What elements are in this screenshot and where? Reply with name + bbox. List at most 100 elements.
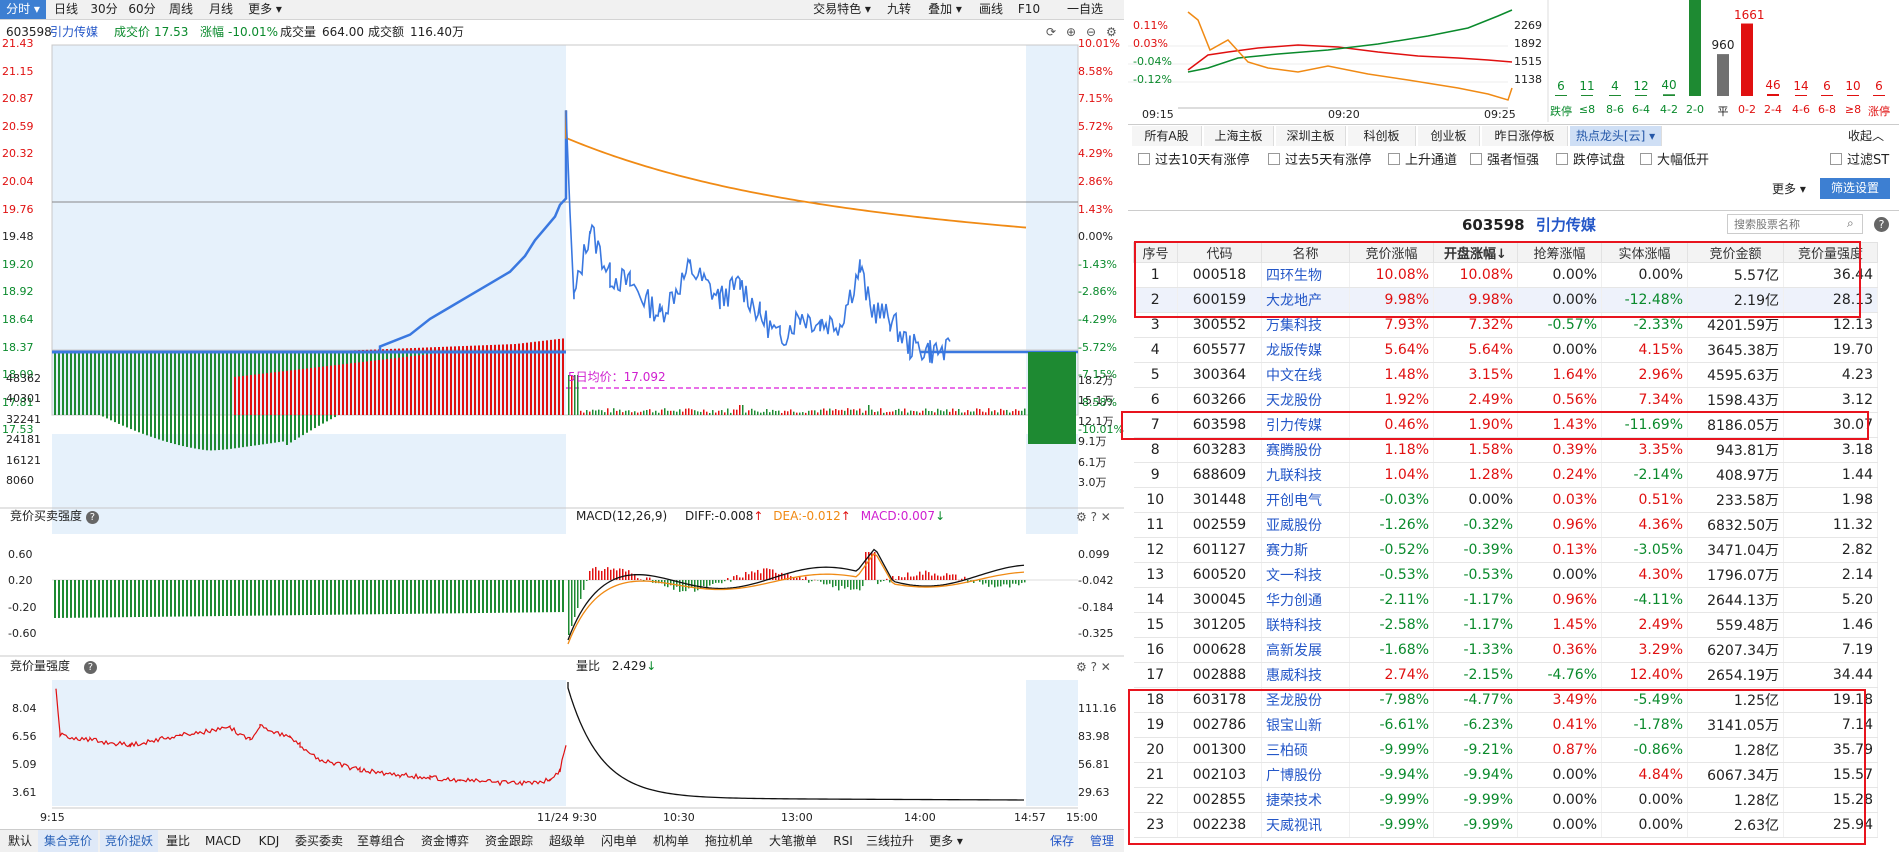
indicator-tab[interactable]: 委买委卖 <box>294 834 343 848</box>
refresh-icon[interactable]: ⟳ <box>1046 25 1057 39</box>
table-row[interactable]: 14 300045 华力创通 -2.11% -1.17% 0.96% -4.11% 2644.… <box>1133 587 1878 613</box>
manage-button[interactable]: 管理 <box>1089 834 1114 848</box>
tab-weekly[interactable]: 周线 <box>168 2 193 16</box>
help-icon[interactable]: ? <box>1874 217 1889 232</box>
tab-more[interactable]: 更多 ▾ <box>248 2 282 16</box>
indicator-tab[interactable]: KDJ <box>258 834 280 848</box>
indicator-tab[interactable]: 机构单 <box>652 834 689 848</box>
trade-feature-menu[interactable]: 交易特色 ▾ <box>813 2 871 16</box>
column-header[interactable]: 名称 <box>1261 242 1350 263</box>
save-button[interactable]: 保存 <box>1049 834 1074 848</box>
market-tab[interactable]: 深圳主板 <box>1276 126 1346 146</box>
market-tab[interactable]: 所有A股 <box>1132 126 1202 146</box>
filter-checkbox[interactable]: 强者恒强 <box>1470 152 1539 170</box>
volume-bar <box>973 580 975 583</box>
table-row[interactable]: 19 002786 银宝山新 -6.61% -6.23% 0.41% -1.78% 3141.… <box>1133 712 1878 738</box>
table-row[interactable]: 18 603178 圣龙股份 -7.98% -4.77% 3.49% -5.49% 1.25亿… <box>1133 687 1878 713</box>
table-row[interactable]: 8 603283 赛腾股份 1.18% 1.58% 0.39% 3.35% 943.81万 3.… <box>1133 437 1878 463</box>
gear-icon[interactable]: ⚙ <box>1076 660 1087 674</box>
tab-intraday[interactable]: 分时 ▾ <box>0 0 46 19</box>
indicator-tab[interactable]: MACD <box>205 834 241 848</box>
indicator-tab[interactable]: 大笔撤单 <box>768 834 817 848</box>
add-favorite-button[interactable]: 一自选 <box>1066 2 1103 16</box>
table-row[interactable]: 4 605577 龙版传媒 5.64% 5.64% 0.00% 4.15% 3645.38万 1… <box>1133 337 1878 363</box>
tab-daily[interactable]: 日线 <box>53 2 78 16</box>
table-row[interactable]: 20 001300 三柏硕 -9.99% -9.21% 0.87% -0.86% 1.28亿 3… <box>1133 737 1878 763</box>
column-header[interactable]: 实体涨幅 <box>1601 242 1688 263</box>
table-row[interactable]: 22 002855 捷荣技术 -9.99% -9.99% 0.00% 0.00% 1.28亿 1… <box>1133 787 1878 813</box>
market-tab[interactable]: 创业板 <box>1418 126 1480 146</box>
indicator-tab[interactable]: 竞价捉妖 <box>100 830 158 852</box>
help-icon[interactable]: ? <box>85 511 99 524</box>
table-row[interactable]: 12 601127 赛力斯 -0.52% -0.39% 0.13% -3.05% 3471.0… <box>1133 537 1878 563</box>
market-tab[interactable]: 昨日涨停板 <box>1482 126 1568 146</box>
nine-turn-button[interactable]: 九转 <box>886 2 911 16</box>
column-header[interactable]: 抢筹涨幅 <box>1517 242 1602 263</box>
indicator-tab[interactable]: 默认 <box>7 834 32 848</box>
column-header[interactable]: 竞价涨幅 <box>1349 242 1434 263</box>
f10-button[interactable]: F10 <box>1017 2 1041 16</box>
gear-icon[interactable]: ⚙ <box>1076 510 1087 524</box>
help-icon[interactable]: ? <box>1090 510 1097 524</box>
settings-gear-icon[interactable]: ⚙ <box>1106 25 1117 39</box>
table-row[interactable]: 15 301205 联特科技 -2.58% -1.17% 1.45% 2.49% 559.48… <box>1133 612 1878 638</box>
table-row[interactable]: 21 002103 广博股份 -9.94% -9.94% 0.00% 4.84% 6067.3… <box>1133 762 1878 788</box>
tab-monthly[interactable]: 月线 <box>208 2 233 16</box>
market-tab[interactable]: 热点龙头[云] ▾ <box>1570 126 1662 146</box>
table-row[interactable]: 5 300364 中文在线 1.48% 3.15% 1.64% 2.96% 4595.63万 4… <box>1133 362 1878 388</box>
market-tab[interactable]: 上海主板 <box>1204 126 1274 146</box>
table-row[interactable]: 11 002559 亚威股份 -1.26% -0.32% 0.96% 4.36% 6832.5… <box>1133 512 1878 538</box>
tab-30min[interactable]: 30分 <box>90 2 118 16</box>
table-row[interactable]: 7 603598 引力传媒 0.46% 1.90% 1.43% -11.69% 8186.05… <box>1133 412 1878 438</box>
indicator-tab[interactable]: 三线拉升 <box>865 834 914 848</box>
filter-checkbox[interactable]: 过去10天有涨停 <box>1138 152 1250 170</box>
table-row[interactable]: 17 002888 惠威科技 2.74% -2.15% -4.76% 12.40% 2654.… <box>1133 662 1878 688</box>
volume-bar <box>254 374 256 415</box>
zoom-out-icon[interactable]: ⊖ <box>1086 25 1097 39</box>
filter-st-checkbox[interactable]: 过滤ST <box>1830 152 1889 170</box>
search-icon[interactable]: ⌕ <box>1847 216 1854 230</box>
screen-settings-button[interactable]: 筛选设置 <box>1820 178 1890 199</box>
collapse-button[interactable]: 收起︿ <box>1848 129 1885 143</box>
table-row[interactable]: 9 688609 九联科技 1.04% 1.28% 0.24% -2.14% 408.97万 1… <box>1133 462 1878 488</box>
indicator-tab[interactable]: 拖拉机单 <box>704 834 753 848</box>
indicator-tab[interactable]: 至尊组合 <box>356 834 405 848</box>
table-row[interactable]: 3 300552 万集科技 7.93% 7.32% -0.57% -2.33% 4201.59… <box>1133 312 1878 338</box>
overlay-menu[interactable]: 叠加 ▾ <box>928 2 962 16</box>
table-row[interactable]: 13 600520 文一科技 -0.53% -0.53% 0.00% 4.30% 1796.0… <box>1133 562 1878 588</box>
indicator-tab[interactable]: 超级单 <box>548 834 585 848</box>
table-row[interactable]: 10 301448 开创电气 -0.03% 0.00% 0.03% 0.51% 233.58万… <box>1133 487 1878 513</box>
filter-checkbox[interactable]: 大幅低开 <box>1640 152 1709 170</box>
column-header[interactable]: 序号 <box>1133 242 1178 263</box>
tab-60min[interactable]: 60分 <box>128 2 156 16</box>
indicator-tab[interactable]: 更多 ▾ <box>929 834 963 848</box>
close-icon[interactable]: ✕ <box>1100 510 1111 524</box>
stock-search-input[interactable] <box>1727 214 1863 234</box>
more-dropdown[interactable]: 更多 ▾ <box>1772 182 1806 196</box>
column-header[interactable]: 竞价金额 <box>1687 242 1784 263</box>
indicator-tab[interactable]: 集合竞价 <box>38 830 98 852</box>
filter-checkbox[interactable]: 上升通道 <box>1388 152 1457 170</box>
column-header[interactable]: 代码 <box>1177 242 1262 263</box>
table-row[interactable]: 2 600159 大龙地产 9.98% 9.98% 0.00% -12.48% 2.19亿 28… <box>1133 287 1878 313</box>
column-header[interactable]: 竞价量强度 <box>1783 242 1878 263</box>
help-icon[interactable]: ? <box>1090 660 1097 674</box>
intraday-chart[interactable] <box>0 42 1124 829</box>
indicator-tab[interactable]: 量比 <box>165 834 190 848</box>
column-header[interactable]: 开盘涨幅↓ <box>1433 242 1518 263</box>
indicator-tab[interactable]: 资金博弈 <box>420 834 469 848</box>
market-tab[interactable]: 科创板 <box>1348 126 1416 146</box>
close-icon[interactable]: ✕ <box>1100 660 1111 674</box>
indicator-tab[interactable]: 闪电单 <box>600 834 637 848</box>
zoom-in-icon[interactable]: ⊕ <box>1066 25 1077 39</box>
draw-line-button[interactable]: 画线 <box>978 2 1003 16</box>
table-row[interactable]: 1 000518 四环生物 10.08% 10.08% 0.00% 0.00% 5.57亿 36… <box>1133 262 1878 288</box>
table-row[interactable]: 16 000628 高新发展 -1.68% -1.33% 0.36% 3.29% 6207.3… <box>1133 637 1878 663</box>
table-row[interactable]: 23 002238 天威视讯 -9.99% -9.99% 0.00% 0.00% 2.63亿 2… <box>1133 812 1878 838</box>
help-icon[interactable]: ? <box>83 661 97 674</box>
filter-checkbox[interactable]: 过去5天有涨停 <box>1268 152 1371 170</box>
indicator-tab[interactable]: 资金跟踪 <box>484 834 533 848</box>
filter-checkbox[interactable]: 跌停试盘 <box>1556 152 1625 170</box>
indicator-tab[interactable]: RSI <box>833 834 853 848</box>
table-row[interactable]: 6 603266 天龙股份 1.92% 2.49% 0.56% 7.34% 1598.43万 3… <box>1133 387 1878 413</box>
